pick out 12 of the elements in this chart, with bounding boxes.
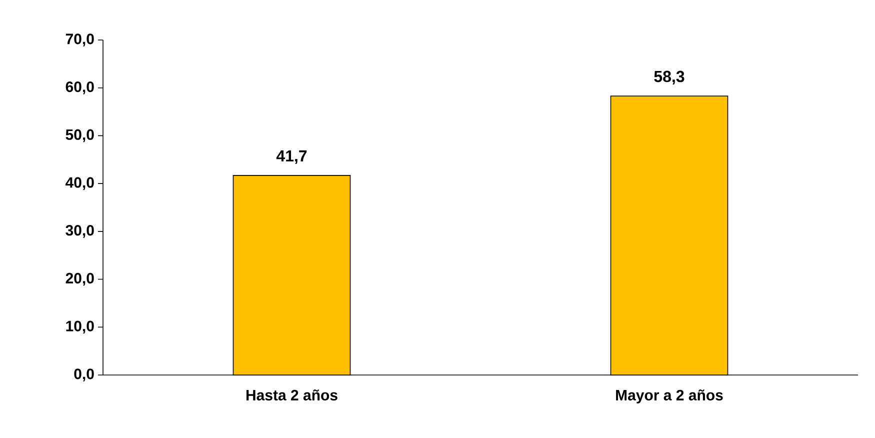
y-tick-label: 60,0 [66, 81, 94, 94]
data-label: 41,7 [276, 150, 307, 164]
y-tick-label: 50,0 [66, 129, 94, 142]
x-tick-label: Mayor a 2 años [616, 390, 723, 404]
y-tick-label: 40,0 [66, 177, 94, 190]
data-label: 58,3 [654, 70, 684, 84]
y-tick-label: 70,0 [66, 34, 94, 46]
y-tick-label: 10,0 [66, 320, 94, 334]
x-tick-label: Hasta 2 años [246, 390, 338, 400]
y-tick-label: 0,0 [74, 368, 94, 382]
y-tick-label: 30,0 [66, 225, 94, 238]
y-tick-label: 20,0 [66, 272, 94, 286]
